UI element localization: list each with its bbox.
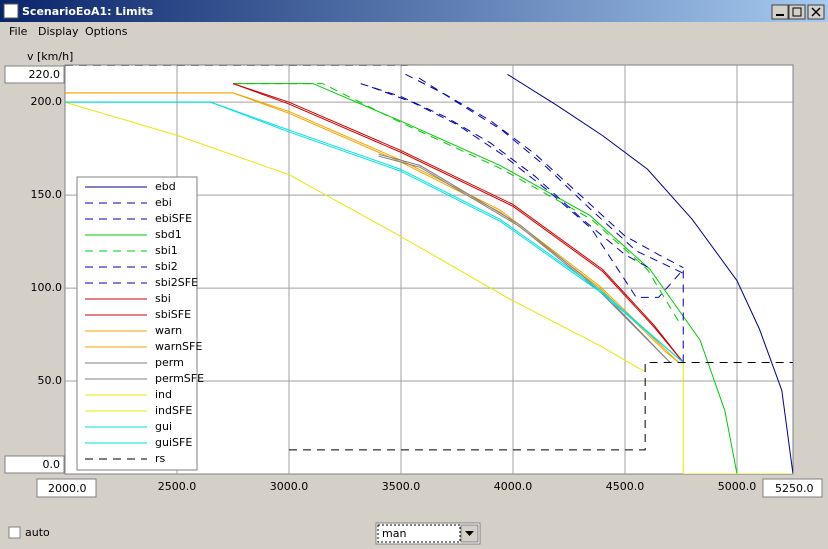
focus-rect [377, 524, 461, 543]
legend-label: permSFE [155, 372, 204, 385]
auto-label[interactable]: auto [25, 526, 50, 539]
menu-item[interactable]: Options [85, 25, 128, 38]
series-line [232, 83, 684, 363]
legend-label: perm [155, 356, 184, 369]
series-lines [65, 65, 793, 474]
legend-label: ind [155, 388, 172, 401]
x-tick-label: 4000.0 [494, 480, 533, 493]
xmax-input[interactable] [762, 478, 823, 498]
ymin-input[interactable] [4, 455, 65, 474]
series-line [65, 92, 680, 363]
app-icon [3, 3, 19, 19]
ymax-input[interactable] [4, 65, 65, 84]
legend-label: ebiSFE [155, 212, 192, 225]
ymax-value[interactable]: 220.0 [29, 68, 61, 81]
window-title: ScenarioEoA1: Limits [22, 5, 154, 18]
legend-label: ebd [155, 180, 176, 193]
series-line [418, 77, 684, 274]
legend-label: warn [155, 324, 182, 337]
legend-items: ebd ebi ebiSFE sbd1 sbi1 sbi2 sbi2SFE sbi sbiSFE… [85, 180, 204, 465]
legend-label: sbd1 [155, 228, 182, 241]
minimize-button[interactable] [771, 4, 789, 20]
series-line [378, 155, 671, 363]
legend-label: sbiSFE [155, 308, 191, 321]
title-bar [0, 0, 828, 22]
x-tick-label: 3500.0 [382, 480, 421, 493]
maximize-button[interactable] [788, 4, 806, 20]
series-line [65, 101, 646, 373]
legend [76, 176, 198, 471]
mode-value[interactable]: man [382, 527, 406, 540]
legend-label: indSFE [155, 404, 192, 417]
series-line [378, 153, 671, 363]
x-tick-label: 3000.0 [270, 480, 309, 493]
menu-item[interactable]: Display [38, 25, 79, 38]
legend-label: sbi2SFE [155, 276, 198, 289]
mode-dropdown[interactable] [375, 522, 481, 545]
y-tick-label: 200.0 [31, 95, 63, 108]
xmax-value[interactable]: 5250.0 [775, 482, 814, 495]
legend-label: sbi1 [155, 244, 178, 257]
legend-label: guiSFE [155, 436, 192, 449]
ymin-value[interactable]: 0.0 [43, 458, 61, 471]
legend-label: ebi [155, 196, 172, 209]
series-line [65, 101, 684, 363]
dropdown-arrow [465, 531, 474, 536]
legend-label: warnSFE [155, 340, 202, 353]
series-line [232, 83, 684, 363]
series-line [233, 83, 738, 474]
xmin-input[interactable] [36, 478, 97, 498]
y-tick-label: 100.0 [31, 281, 63, 294]
legend-label: rs [155, 452, 166, 465]
series-line [233, 83, 682, 326]
legend-label: gui [155, 420, 172, 433]
series-line [507, 73, 793, 474]
window-buttons[interactable] [771, 4, 825, 20]
y-tick-label: 50.0 [38, 374, 63, 387]
x-tick-label: 2500.0 [158, 480, 197, 493]
x-tick-label: 4500.0 [606, 480, 645, 493]
series-line [405, 73, 684, 269]
series-line [360, 83, 653, 270]
xmin-value[interactable]: 2000.0 [48, 482, 87, 495]
y-tick-label: 150.0 [31, 188, 63, 201]
series-line [65, 65, 793, 451]
auto-checkbox[interactable] [8, 526, 21, 539]
y-axis-label: v [km/h] [27, 50, 73, 63]
series-line [682, 362, 793, 474]
legend-label: sbi [155, 292, 171, 305]
legend-label: sbi2 [155, 260, 178, 273]
menu-item[interactable]: File [9, 25, 28, 38]
x-tick-label: 5000.0 [718, 480, 757, 493]
